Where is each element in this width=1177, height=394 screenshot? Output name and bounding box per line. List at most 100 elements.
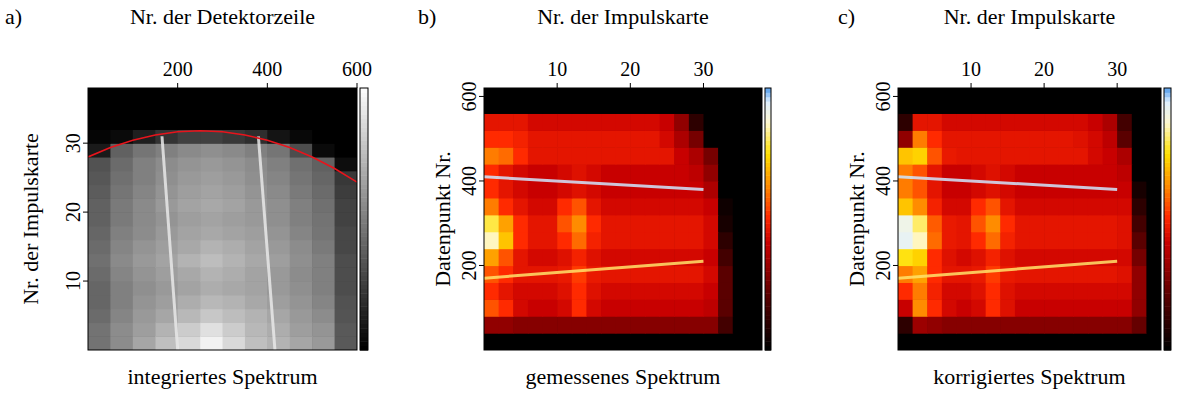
heat-cell	[484, 88, 499, 97]
heat-cell	[267, 212, 290, 226]
heat-cell	[898, 88, 913, 97]
colorbar-step	[360, 311, 368, 316]
colorbar-step	[1164, 127, 1171, 132]
colorbar-step	[765, 188, 771, 193]
heat-cell	[178, 171, 201, 185]
x-tick-label: 30	[1107, 58, 1127, 80]
heat-cell	[290, 295, 313, 309]
heat-cell	[971, 147, 986, 165]
colorbar-step	[360, 197, 368, 202]
heat-cell	[927, 130, 942, 148]
heat-cell	[335, 129, 357, 143]
heat-cell	[223, 185, 246, 199]
heat-cell	[1088, 333, 1103, 350]
colorbar-step	[1164, 341, 1171, 346]
heat-cell	[674, 333, 689, 350]
colorbar-step	[1164, 215, 1171, 220]
heat-cell	[88, 226, 111, 240]
heat-cell	[245, 116, 268, 130]
heat-cell	[1117, 215, 1132, 233]
colorbar-step	[765, 180, 771, 185]
colorbar-step	[765, 337, 771, 342]
heat-cell	[1088, 316, 1103, 334]
heat-cell	[572, 88, 587, 97]
colorbar-step	[360, 232, 368, 237]
heat-cell	[513, 215, 528, 233]
heat-cell	[616, 198, 631, 216]
heat-cell	[913, 96, 928, 114]
spectral-line	[898, 261, 1117, 278]
colorbar-step	[360, 149, 368, 154]
heat-cell	[674, 232, 689, 250]
heat-cell	[898, 333, 913, 350]
heat-cell	[312, 212, 335, 226]
heat-cell	[913, 299, 928, 317]
colorbar-step	[360, 119, 368, 124]
heat-cell	[601, 249, 616, 267]
colorbar-step	[1164, 337, 1171, 342]
heat-cell	[1030, 232, 1045, 250]
colorbar-step	[1164, 119, 1171, 124]
heat-cell	[223, 157, 246, 171]
heat-cell	[1015, 96, 1030, 114]
colorbar-step	[360, 228, 368, 233]
x-tick-label: 600	[342, 58, 372, 80]
heat-cell	[133, 198, 156, 212]
heat-cell	[1088, 198, 1103, 216]
heat-cell	[689, 232, 704, 250]
heat-cell	[747, 316, 762, 334]
colorbar-step	[360, 202, 368, 207]
heat-cell	[927, 215, 942, 233]
heat-cell	[557, 181, 572, 199]
heat-cell	[245, 240, 268, 254]
heat-cell	[601, 232, 616, 250]
heat-cell	[133, 253, 156, 267]
figure: 200400600102030Nr. der DetektorzeileNr. …	[0, 0, 1177, 394]
heat-cell	[956, 113, 971, 131]
colorbar-step	[1164, 132, 1171, 137]
heat-cell	[942, 232, 957, 250]
colorbar-step	[765, 171, 771, 176]
heat-cell	[484, 316, 499, 334]
heat-cell	[312, 253, 335, 267]
heat-cell	[913, 198, 928, 216]
heat-cell	[513, 181, 528, 199]
colorbar-step	[1164, 302, 1171, 307]
heat-cell	[155, 336, 178, 350]
heat-cell	[971, 181, 986, 199]
colorbar-step	[1164, 333, 1171, 338]
heat-cell	[971, 96, 986, 114]
heat-cell	[601, 198, 616, 216]
heat-cell	[718, 333, 733, 350]
heat-cell	[557, 232, 572, 250]
heat-cell	[616, 88, 631, 97]
heat-cell	[616, 130, 631, 148]
heat-cell	[601, 215, 616, 233]
heat-cell	[1103, 299, 1118, 317]
colorbar-step	[765, 140, 771, 145]
x-axis-title: Nr. der Impulskarte	[537, 4, 709, 29]
heat-cell	[586, 215, 601, 233]
heat-cell	[601, 282, 616, 300]
heat-cell	[703, 147, 718, 165]
heat-cell	[528, 147, 543, 165]
heat-cell	[312, 322, 335, 336]
colorbar-step	[1164, 123, 1171, 128]
colorbar-step	[1164, 175, 1171, 180]
heat-cell	[543, 113, 558, 131]
heat-cell	[898, 299, 913, 317]
heat-cell	[110, 157, 133, 171]
heat-cell	[513, 88, 528, 97]
heat-cell	[913, 249, 928, 267]
heat-cell	[110, 212, 133, 226]
heat-cell	[1146, 164, 1161, 182]
heat-cell	[1015, 198, 1030, 216]
heat-cell	[557, 299, 572, 317]
colorbar-step	[1164, 241, 1171, 246]
colorbar-step	[1164, 171, 1171, 176]
x-tick-label: 10	[961, 58, 981, 80]
colorbar-step	[1164, 236, 1171, 241]
heat-cell	[557, 282, 572, 300]
plot-frame	[898, 88, 1161, 350]
heat-cell	[986, 198, 1001, 216]
